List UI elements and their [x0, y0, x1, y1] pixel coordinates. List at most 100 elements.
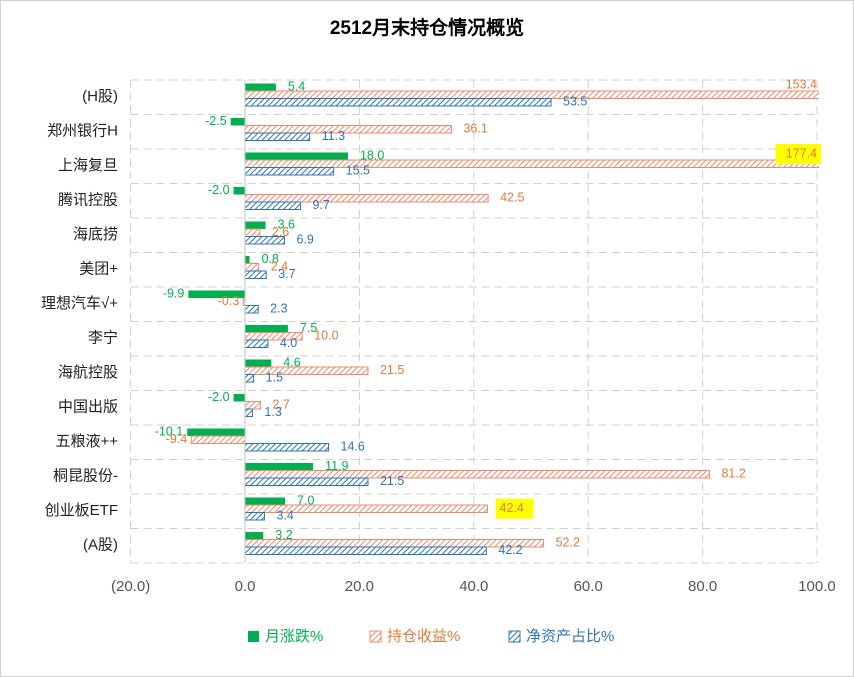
bar	[230, 118, 245, 126]
chart-title: 2512月末持仓情况概览	[330, 16, 524, 39]
value-label: -9.9	[163, 287, 185, 301]
value-label: 21.5	[380, 363, 404, 377]
value-label: 3.4	[276, 509, 293, 523]
category-label: 五粮液++	[55, 433, 118, 450]
value-label: 42.5	[500, 191, 524, 205]
category-label: 桐昆股份-	[53, 468, 118, 485]
value-label: 2.6	[272, 225, 289, 239]
bar	[244, 270, 267, 279]
value-label: 42.4	[500, 501, 524, 515]
bar	[244, 443, 330, 452]
value-label: 10.0	[314, 329, 338, 343]
category-label: (H股)	[82, 88, 118, 105]
value-label: 15.5	[346, 164, 370, 178]
bar	[244, 98, 552, 107]
value-label: 0.8	[262, 252, 279, 266]
value-label: 53.5	[563, 95, 587, 109]
bars	[187, 83, 820, 555]
value-label: 18.0	[360, 149, 384, 163]
value-label: -9.4	[166, 432, 188, 446]
value-label: -2.5	[205, 114, 227, 128]
bar	[245, 83, 276, 91]
bar	[244, 194, 489, 203]
category-label: 创业板ETF	[45, 501, 118, 519]
bar	[244, 339, 269, 348]
category-label: 海航控股	[58, 364, 118, 381]
bar	[245, 152, 348, 160]
value-label: 3.2	[275, 528, 292, 542]
x-tick-label: 60.0	[574, 578, 603, 595]
value-label: 2.7	[272, 398, 289, 412]
bar	[187, 428, 245, 436]
value-label: 9.7	[312, 198, 329, 212]
bar	[244, 305, 259, 314]
x-tick-label: 0.0	[235, 578, 256, 595]
value-label: 81.2	[721, 467, 745, 481]
legend-label: 持仓收益%	[387, 628, 460, 645]
bar	[244, 167, 335, 176]
value-label: 21.5	[380, 474, 404, 488]
x-tick-label: 20.0	[345, 578, 374, 595]
category-label: 理想汽车√+	[41, 295, 118, 312]
category-label: 上海复旦	[58, 156, 118, 174]
value-label: -2.0	[208, 183, 230, 197]
bar	[245, 359, 272, 367]
value-label: -0.3	[218, 294, 240, 308]
bar	[244, 512, 265, 521]
value-label: 3.7	[278, 267, 295, 281]
bar	[245, 325, 288, 333]
bar	[245, 463, 314, 471]
value-label: 1.5	[266, 371, 283, 385]
value-label: 7.5	[300, 321, 317, 335]
bar	[244, 263, 260, 272]
bar	[244, 125, 452, 134]
label-highlight	[775, 144, 821, 164]
bar	[188, 290, 245, 298]
value-label: 11.3	[322, 129, 345, 143]
bar	[244, 228, 261, 237]
value-label: 36.1	[463, 122, 487, 136]
category-label: 李宁	[88, 330, 118, 347]
x-tick-label: (20.0)	[111, 578, 150, 595]
bar	[244, 366, 369, 375]
category-label: 海底捞	[73, 226, 118, 243]
x-tick-label: 100.0	[798, 578, 836, 595]
value-label: 3.6	[278, 218, 295, 232]
bar	[244, 90, 820, 99]
bar	[244, 374, 255, 383]
legend-label: 月涨跌%	[265, 628, 323, 645]
bar	[244, 159, 820, 168]
value-label: 5.4	[288, 80, 305, 94]
value-label: 153.4	[786, 77, 817, 91]
bar	[245, 256, 250, 264]
bar	[233, 394, 245, 402]
value-label: 1.3	[264, 405, 281, 419]
category-label: 腾讯控股	[58, 192, 118, 209]
bar	[245, 497, 286, 505]
x-tick-label: 40.0	[459, 578, 488, 595]
value-label: 6.9	[296, 233, 313, 247]
bar	[233, 187, 245, 195]
value-label: 2.4	[271, 260, 288, 274]
category-label: 郑州银行H	[47, 123, 118, 140]
bar	[244, 408, 253, 417]
value-label: 11.9	[325, 459, 348, 473]
value-label: 7.0	[297, 494, 314, 508]
legend-swatch	[369, 630, 382, 643]
bar	[244, 201, 301, 210]
bar	[244, 401, 261, 410]
value-label: 52.2	[556, 536, 580, 550]
category-label: 中国出版	[58, 399, 118, 416]
value-label: 4.0	[280, 336, 297, 350]
category-label: 美团+	[79, 261, 118, 278]
value-label: -10.1	[155, 425, 184, 439]
legend-label: 净资产占比%	[526, 628, 614, 645]
bar	[245, 532, 264, 540]
x-tick-label: 80.0	[688, 578, 717, 595]
value-label: 14.6	[341, 440, 365, 454]
value-label: -2.0	[208, 390, 230, 404]
value-label: 42.2	[498, 543, 522, 557]
legend-swatch	[248, 631, 259, 642]
legend-swatch	[508, 630, 521, 643]
